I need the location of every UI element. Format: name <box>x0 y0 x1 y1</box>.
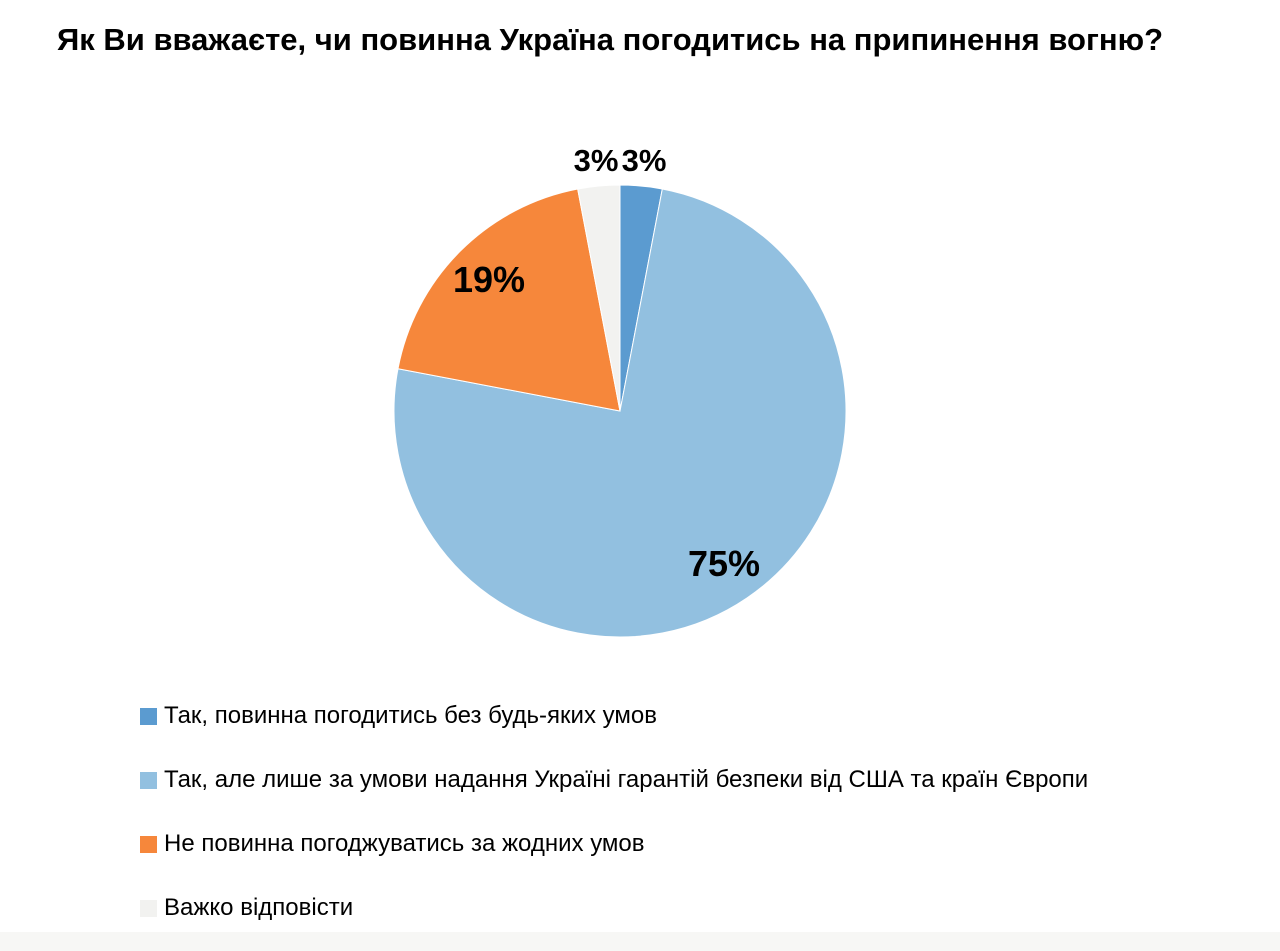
legend-item-1: Так, але лише за умови надання Україні г… <box>140 765 1088 795</box>
pie-data-label-1: 75% <box>687 543 761 584</box>
legend-swatch-icon <box>140 836 157 853</box>
pie-data-label-2: 19% <box>452 259 526 300</box>
pie-data-label-3: 3% <box>573 143 619 178</box>
legend-item-0: Так, повинна погодитись без будь-яких ум… <box>140 701 1088 731</box>
footer-strip <box>0 932 1280 951</box>
chart-title: Як Ви вважаєте, чи повинна Україна погод… <box>57 22 1164 57</box>
legend-label: Не повинна погоджуватись за жодних умов <box>164 830 645 857</box>
legend-item-3: Важко відповісти <box>140 893 1088 923</box>
legend: Так, повинна погодитись без будь-яких ум… <box>140 701 1088 923</box>
legend-swatch-icon <box>140 772 157 789</box>
pie-data-label-0: 3% <box>621 143 667 178</box>
legend-swatch-icon <box>140 708 157 725</box>
legend-label: Так, але лише за умови надання Україні г… <box>164 766 1089 793</box>
legend-label: Так, повинна погодитись без будь-яких ум… <box>164 702 657 729</box>
legend-item-2: Не повинна погоджуватись за жодних умов <box>140 829 1088 859</box>
pie-slice-0 <box>619 184 663 412</box>
pie-slice-1 <box>393 188 847 638</box>
pie-slice-3 <box>577 184 621 412</box>
legend-label: Важко відповісти <box>164 894 354 921</box>
legend-swatch-icon <box>140 900 157 917</box>
pie-slice-2 <box>397 188 621 412</box>
